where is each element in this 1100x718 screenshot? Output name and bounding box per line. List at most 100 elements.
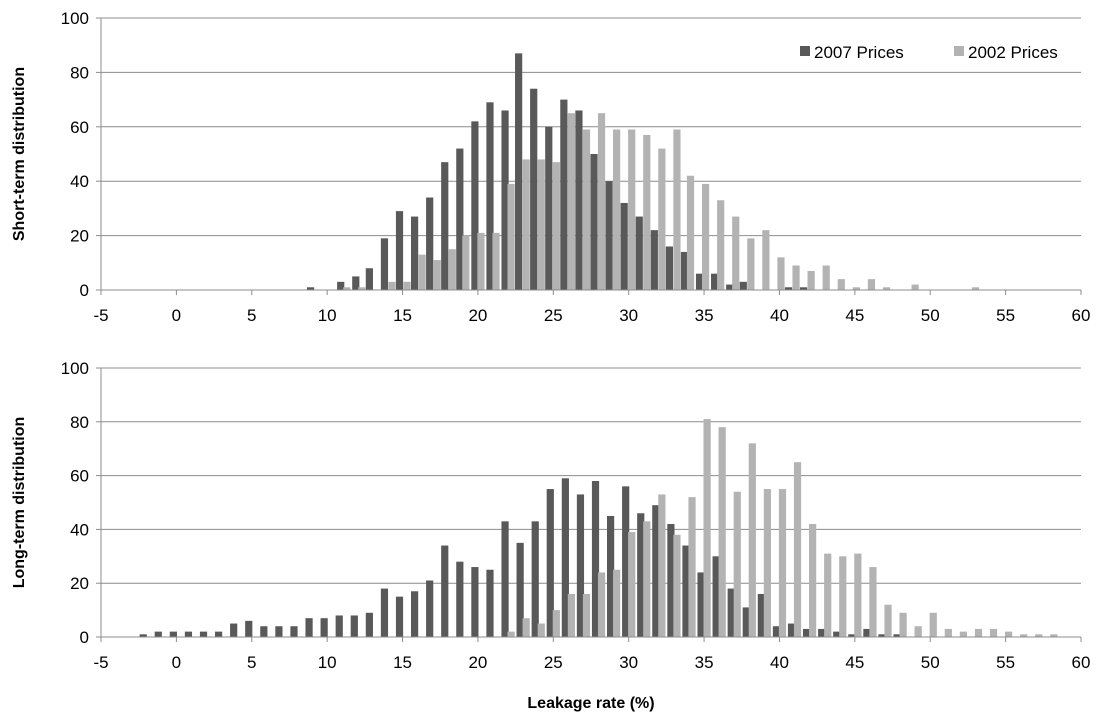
- bar-2002-prices: [507, 183, 515, 290]
- bar-2007-prices: [561, 478, 569, 637]
- y-axis-title: Long-term distribution: [11, 417, 28, 589]
- legend-swatch: [800, 46, 810, 56]
- bar-2007-prices: [712, 556, 720, 637]
- bar-2002-prices: [492, 232, 500, 290]
- legend-label: 2007 Prices: [814, 43, 904, 62]
- y-tick-label: 60: [70, 118, 89, 137]
- y-tick-label: 40: [70, 172, 89, 191]
- bar-2002-prices: [597, 572, 606, 637]
- bar-2007-prices: [471, 121, 479, 290]
- bar-2007-prices: [650, 230, 658, 290]
- bar-2007-prices: [607, 515, 615, 637]
- y-axis-title: Short-term distribution: [11, 67, 28, 241]
- bar-2002-prices: [747, 238, 755, 290]
- bar-2002-prices: [358, 287, 366, 290]
- y-tick-label: 100: [61, 359, 89, 378]
- bar-2007-prices: [154, 631, 162, 637]
- bar-2007-prices: [395, 596, 404, 637]
- y-tick-label: 0: [80, 628, 89, 647]
- bar-2007-prices: [501, 110, 509, 290]
- bar-2007-prices: [784, 287, 793, 290]
- bar-2007-prices: [516, 542, 524, 637]
- bar-2002-prices: [1005, 631, 1013, 637]
- bar-2007-prices: [350, 615, 358, 637]
- bar-2007-prices: [530, 88, 538, 290]
- bar-2007-prices: [665, 246, 673, 290]
- y-tick-label: 20: [70, 227, 89, 246]
- bar-2002-prices: [839, 556, 847, 637]
- bar-2002-prices: [944, 628, 952, 637]
- x-tick-label: -5: [93, 653, 108, 672]
- bar-2002-prices: [658, 148, 666, 290]
- bar-2002-prices: [911, 284, 919, 290]
- bar-2007-prices: [576, 494, 585, 637]
- bar-2002-prices: [688, 497, 696, 637]
- x-tick-label: 40: [770, 306, 789, 325]
- bar-2007-prices: [290, 626, 298, 637]
- bar-2007-prices: [757, 593, 765, 637]
- bar-2007-prices: [337, 281, 345, 290]
- bar-2007-prices: [365, 268, 373, 290]
- bar-2002-prices: [477, 232, 485, 290]
- bar-2002-prices: [1035, 634, 1043, 637]
- bar-2007-prices: [380, 238, 389, 290]
- bar-2002-prices: [777, 257, 785, 290]
- x-tick-label: 45: [845, 653, 864, 672]
- x-tick-label: 20: [468, 653, 487, 672]
- bar-2007-prices: [848, 634, 856, 637]
- bar-2002-prices: [567, 113, 575, 290]
- y-tick-label: 100: [61, 9, 89, 28]
- bar-2007-prices: [426, 580, 434, 637]
- bar-2007-prices: [591, 480, 600, 637]
- bar-2002-prices: [552, 610, 560, 637]
- bar-2002-prices: [597, 113, 606, 290]
- y-tick-label: 60: [70, 467, 89, 486]
- bar-2007-prices: [560, 99, 568, 290]
- bar-2002-prices: [552, 162, 560, 290]
- bar-2007-prices: [772, 626, 781, 637]
- bar-2007-prices: [620, 202, 628, 290]
- bar-2002-prices: [852, 287, 860, 290]
- bar-2002-prices: [748, 443, 756, 637]
- bar-2002-prices: [522, 618, 530, 637]
- bar-2007-prices: [803, 628, 811, 637]
- y-tick-label: 40: [70, 520, 89, 539]
- legend-item-2002-prices: 2002 Prices: [954, 43, 1058, 62]
- bar-2007-prices: [215, 631, 223, 637]
- x-tick-label: 15: [393, 306, 412, 325]
- bar-2007-prices: [727, 588, 735, 637]
- bar-2002-prices: [867, 279, 876, 290]
- bar-2007-prices: [739, 281, 747, 290]
- legend-swatch: [954, 46, 964, 56]
- bar-2007-prices: [682, 545, 690, 637]
- bar-2007-prices: [742, 607, 750, 637]
- bar-2002-prices: [778, 489, 787, 637]
- bar-2002-prices: [732, 216, 740, 290]
- x-tick-label: 50: [921, 306, 940, 325]
- bar-2002-prices: [522, 159, 530, 290]
- bar-2002-prices: [763, 489, 771, 637]
- x-tick-label: 10: [318, 653, 337, 672]
- bar-2002-prices: [718, 427, 726, 637]
- x-tick-label: 0: [172, 306, 181, 325]
- x-tick-label: 30: [619, 653, 638, 672]
- bar-2007-prices: [471, 567, 479, 637]
- legend-item-2007-prices: 2007 Prices: [800, 43, 904, 62]
- x-tick-label: 30: [619, 306, 638, 325]
- bar-2007-prices: [531, 521, 539, 637]
- bar-2007-prices: [395, 211, 404, 290]
- x-tick-label: 40: [770, 653, 789, 672]
- y-tick-label: 0: [80, 281, 89, 300]
- bar-2007-prices: [575, 110, 583, 290]
- bar-2002-prices: [613, 129, 621, 290]
- bar-2007-prices: [833, 631, 841, 637]
- y-tick-label: 80: [70, 413, 89, 432]
- bar-2002-prices: [1050, 634, 1058, 637]
- bar-2002-prices: [971, 287, 980, 290]
- bar-2002-prices: [403, 281, 411, 290]
- bar-2007-prices: [352, 276, 360, 290]
- bar-2002-prices: [537, 159, 545, 290]
